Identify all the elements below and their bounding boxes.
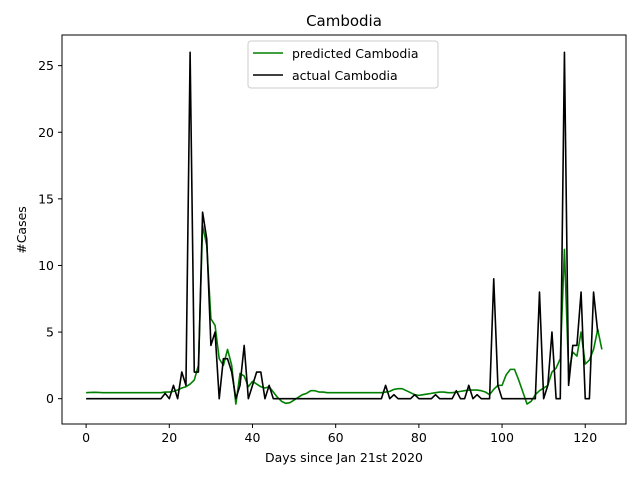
series-line-actual [86,51,599,400]
legend: predicted Cambodia actual Cambodia [247,40,439,89]
plot-frame [61,34,627,425]
y-tick-label: 15 [38,191,54,206]
y-tick-label: 25 [38,58,54,73]
x-tick-label: 40 [245,430,261,445]
x-tick-label: 120 [573,430,597,445]
x-axis: 0 20 40 60 80 100 120 [82,424,597,445]
x-tick-label: 20 [161,430,177,445]
legend-label-predicted: predicted Cambodia [292,46,418,61]
y-tick-label: 0 [46,391,54,406]
legend-box [247,40,439,89]
x-tick-label: 100 [490,430,514,445]
plot-area [86,51,603,405]
chart-title: Cambodia [306,12,382,30]
y-tick-label: 10 [38,258,54,273]
y-tick-label: 5 [46,325,54,340]
y-tick-label: 20 [38,125,54,140]
series-line-predicted [86,224,603,405]
legend-label-actual: actual Cambodia [292,68,398,83]
x-axis-label: Days since Jan 21st 2020 [265,450,423,465]
x-tick-label: 60 [328,430,344,445]
y-axis-label: #Cases [14,206,29,254]
x-tick-label: 80 [411,430,427,445]
x-tick-label: 0 [82,430,90,445]
y-axis: 0 5 10 15 20 25 [38,58,62,406]
